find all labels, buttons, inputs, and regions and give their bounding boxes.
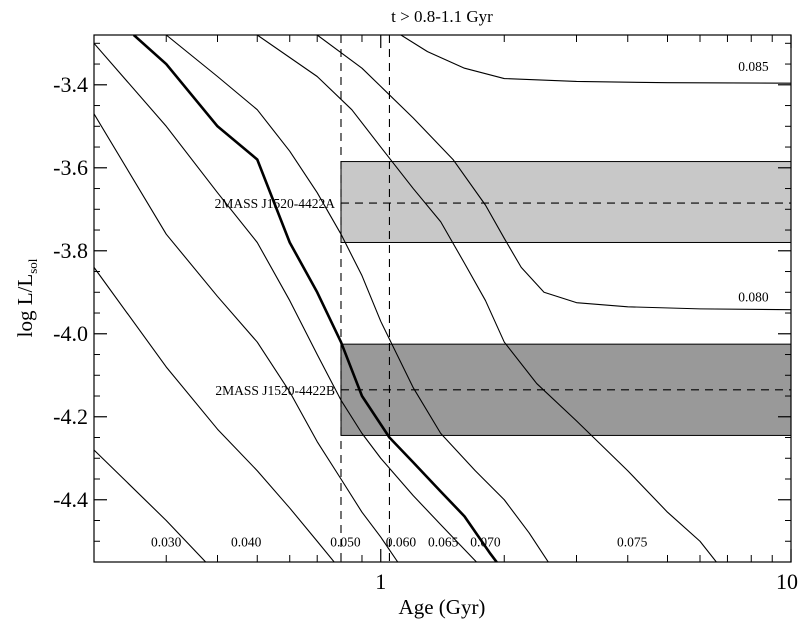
track-0.065 [132,35,499,562]
y-tick-label: -3.6 [53,155,88,180]
track-label-0.050: 0.050 [330,534,361,549]
x-axis-title: Age (Gyr) [399,595,486,619]
track-0.075 [256,35,718,562]
age-limit-lines [340,35,390,562]
plot-frame [93,34,792,563]
chart-title: t > 0.8-1.1 Gyr [391,7,493,26]
track-0.085 [400,35,791,84]
track-label-0.085: 0.085 [738,59,769,74]
object-labels: 2MASS J1520-4422A 2MASS J1520-4422B [215,196,336,398]
track-label-0.060: 0.060 [386,534,417,549]
track-0.030 [94,449,207,562]
x-tick-label: 1 [375,569,386,594]
track-0.070 [165,35,549,562]
axis-ticks: -3.4 -3.6 -3.8 -4.0 -4.2 -4.4 1 10 [53,35,798,594]
track-label-0.030: 0.030 [151,534,182,549]
y-axis-title-subscript: sol [25,258,40,274]
object-label-2: 2MASS J1520-4422B [215,383,335,398]
object-label-1: 2MASS J1520-4422A [215,196,336,211]
track-label-0.065: 0.065 [428,534,459,549]
track-label-0.070: 0.070 [470,534,501,549]
track-label-0.080: 0.080 [738,289,769,304]
track-label-0.040: 0.040 [231,534,262,549]
y-tick-label: -4.0 [53,321,88,346]
object-luminosity-bands [340,161,792,436]
object-band-1 [340,161,792,243]
y-axis-title-main: log L/L [13,274,37,338]
track-0.080 [316,35,791,311]
y-tick-label: -4.2 [53,404,88,429]
y-tick-label: -3.8 [53,238,88,263]
track-0.040 [94,267,335,562]
track-0.060 [94,42,478,562]
mass-labels: 0.030 0.040 0.050 0.060 0.065 0.070 0.075 0.080… [151,59,769,549]
y-axis-title: log L/Lsol [13,258,40,337]
track-0.050 [94,113,399,562]
x-tick-label: 10 [776,569,798,594]
evolutionary-tracks [94,35,791,562]
y-tick-label: -4.4 [53,487,88,512]
y-tick-label: -3.4 [53,72,88,97]
track-label-0.075: 0.075 [617,534,648,549]
